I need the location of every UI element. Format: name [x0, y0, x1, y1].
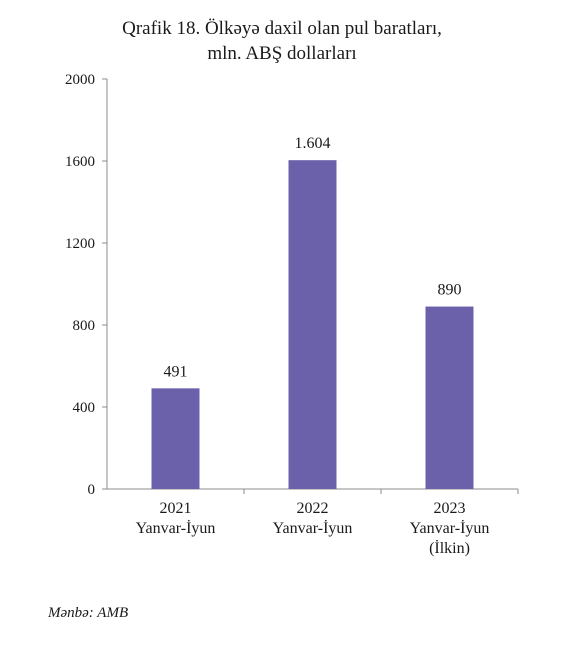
y-tick-label: 800 [73, 318, 96, 334]
chart-bars [151, 160, 474, 489]
x-tick-label: 2023 [434, 500, 466, 517]
bar [425, 306, 474, 489]
chart-title-line-1: Qrafik 18. Ölkəyə daxil olan pul baratla… [122, 18, 442, 39]
chart-title-line-2: mln. ABŞ dollarları [207, 43, 357, 64]
x-tick-label: (İlkin) [429, 539, 470, 557]
x-tick-label: Yanvar-İyun [410, 519, 490, 537]
bar [151, 388, 200, 489]
x-tick-label: 2021 [160, 500, 192, 517]
data-label: 890 [438, 282, 462, 299]
data-label: 491 [164, 363, 188, 380]
y-tick-label: 2000 [65, 72, 95, 88]
x-tick-label: 2022 [297, 500, 329, 517]
y-tick-label: 1600 [65, 154, 95, 170]
y-tick-label: 400 [73, 400, 96, 416]
y-tick-label: 1200 [65, 236, 95, 252]
source-note: Mənbə: AMB [48, 605, 129, 621]
y-tick-label: 0 [88, 482, 96, 498]
x-tick-label: Yanvar-İyun [273, 519, 353, 537]
data-label: 1.604 [295, 135, 331, 152]
x-tick-label: Yanvar-İyun [136, 519, 216, 537]
bar [288, 160, 337, 489]
chart-labels: 491 2021 Yanvar-İyun 1.604 2022 Yanvar-İyun 89… [136, 135, 490, 557]
